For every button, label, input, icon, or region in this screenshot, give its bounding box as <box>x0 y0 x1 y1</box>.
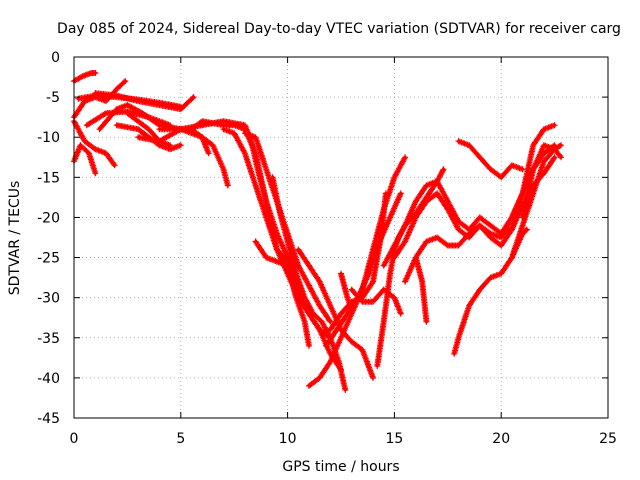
y-tick-label: -10 <box>37 130 60 146</box>
series-track-4 <box>71 118 118 169</box>
y-axis-label: SDTVAR / TECUs <box>7 181 23 296</box>
y-tick-label: -35 <box>37 331 60 347</box>
series-markers <box>338 270 355 313</box>
series-markers <box>412 254 430 325</box>
series-track-22 <box>327 190 389 333</box>
y-tick-label: -45 <box>37 411 60 427</box>
series-markers <box>92 90 197 113</box>
y-tick-label: -5 <box>46 90 60 106</box>
y-tick-label: 0 <box>51 50 60 66</box>
series-track-3 <box>71 142 99 177</box>
series-track-21 <box>323 190 404 349</box>
y-tick-label: -20 <box>37 210 60 226</box>
x-tick-label: 0 <box>70 431 79 447</box>
x-tick-label: 20 <box>492 431 510 447</box>
y-tick-label: -15 <box>37 170 60 186</box>
series-markers <box>519 142 564 221</box>
series-markers <box>451 226 530 357</box>
tick-label-layer: 0 5 10 15 20 25 0 -5 -10 -15 -20 -25 -30 -35 -40 -45 <box>37 50 617 447</box>
series-markers <box>498 122 558 237</box>
data-layer <box>71 70 564 393</box>
tick-layer <box>73 56 609 419</box>
series-track-32 <box>498 122 558 237</box>
series-track-6 <box>92 90 197 113</box>
series-track-31 <box>451 226 530 357</box>
series-markers <box>156 126 231 189</box>
y-tick-label: -40 <box>37 371 60 387</box>
series-track-11 <box>113 122 184 153</box>
series-track-1 <box>71 70 99 85</box>
series-track-30 <box>455 138 526 181</box>
series-track-18 <box>252 238 312 349</box>
y-tick-label: -25 <box>37 251 60 267</box>
x-tick-label: 25 <box>599 431 617 447</box>
x-tick-label: 15 <box>385 431 403 447</box>
series-track-12 <box>156 126 231 189</box>
plot-frame <box>73 56 609 419</box>
chart-title: Day 085 of 2024, Sidereal Day-to-day VTE… <box>57 21 621 37</box>
series-track-23 <box>338 270 355 313</box>
x-axis-label: GPS time / hours <box>282 459 399 475</box>
series-line <box>403 143 557 284</box>
series-markers <box>348 286 404 317</box>
series-track-29 <box>412 254 430 325</box>
series-markers <box>199 118 334 341</box>
series-markers <box>455 138 526 181</box>
series-markers <box>113 122 184 153</box>
y-tick-label: -30 <box>37 291 60 307</box>
series-markers <box>252 238 312 349</box>
x-tick-label: 5 <box>176 431 185 447</box>
series-track-24 <box>348 286 404 317</box>
series-track-14 <box>199 118 334 341</box>
series-markers <box>327 190 389 333</box>
x-tick-label: 10 <box>279 431 297 447</box>
series-track-34 <box>519 142 564 221</box>
